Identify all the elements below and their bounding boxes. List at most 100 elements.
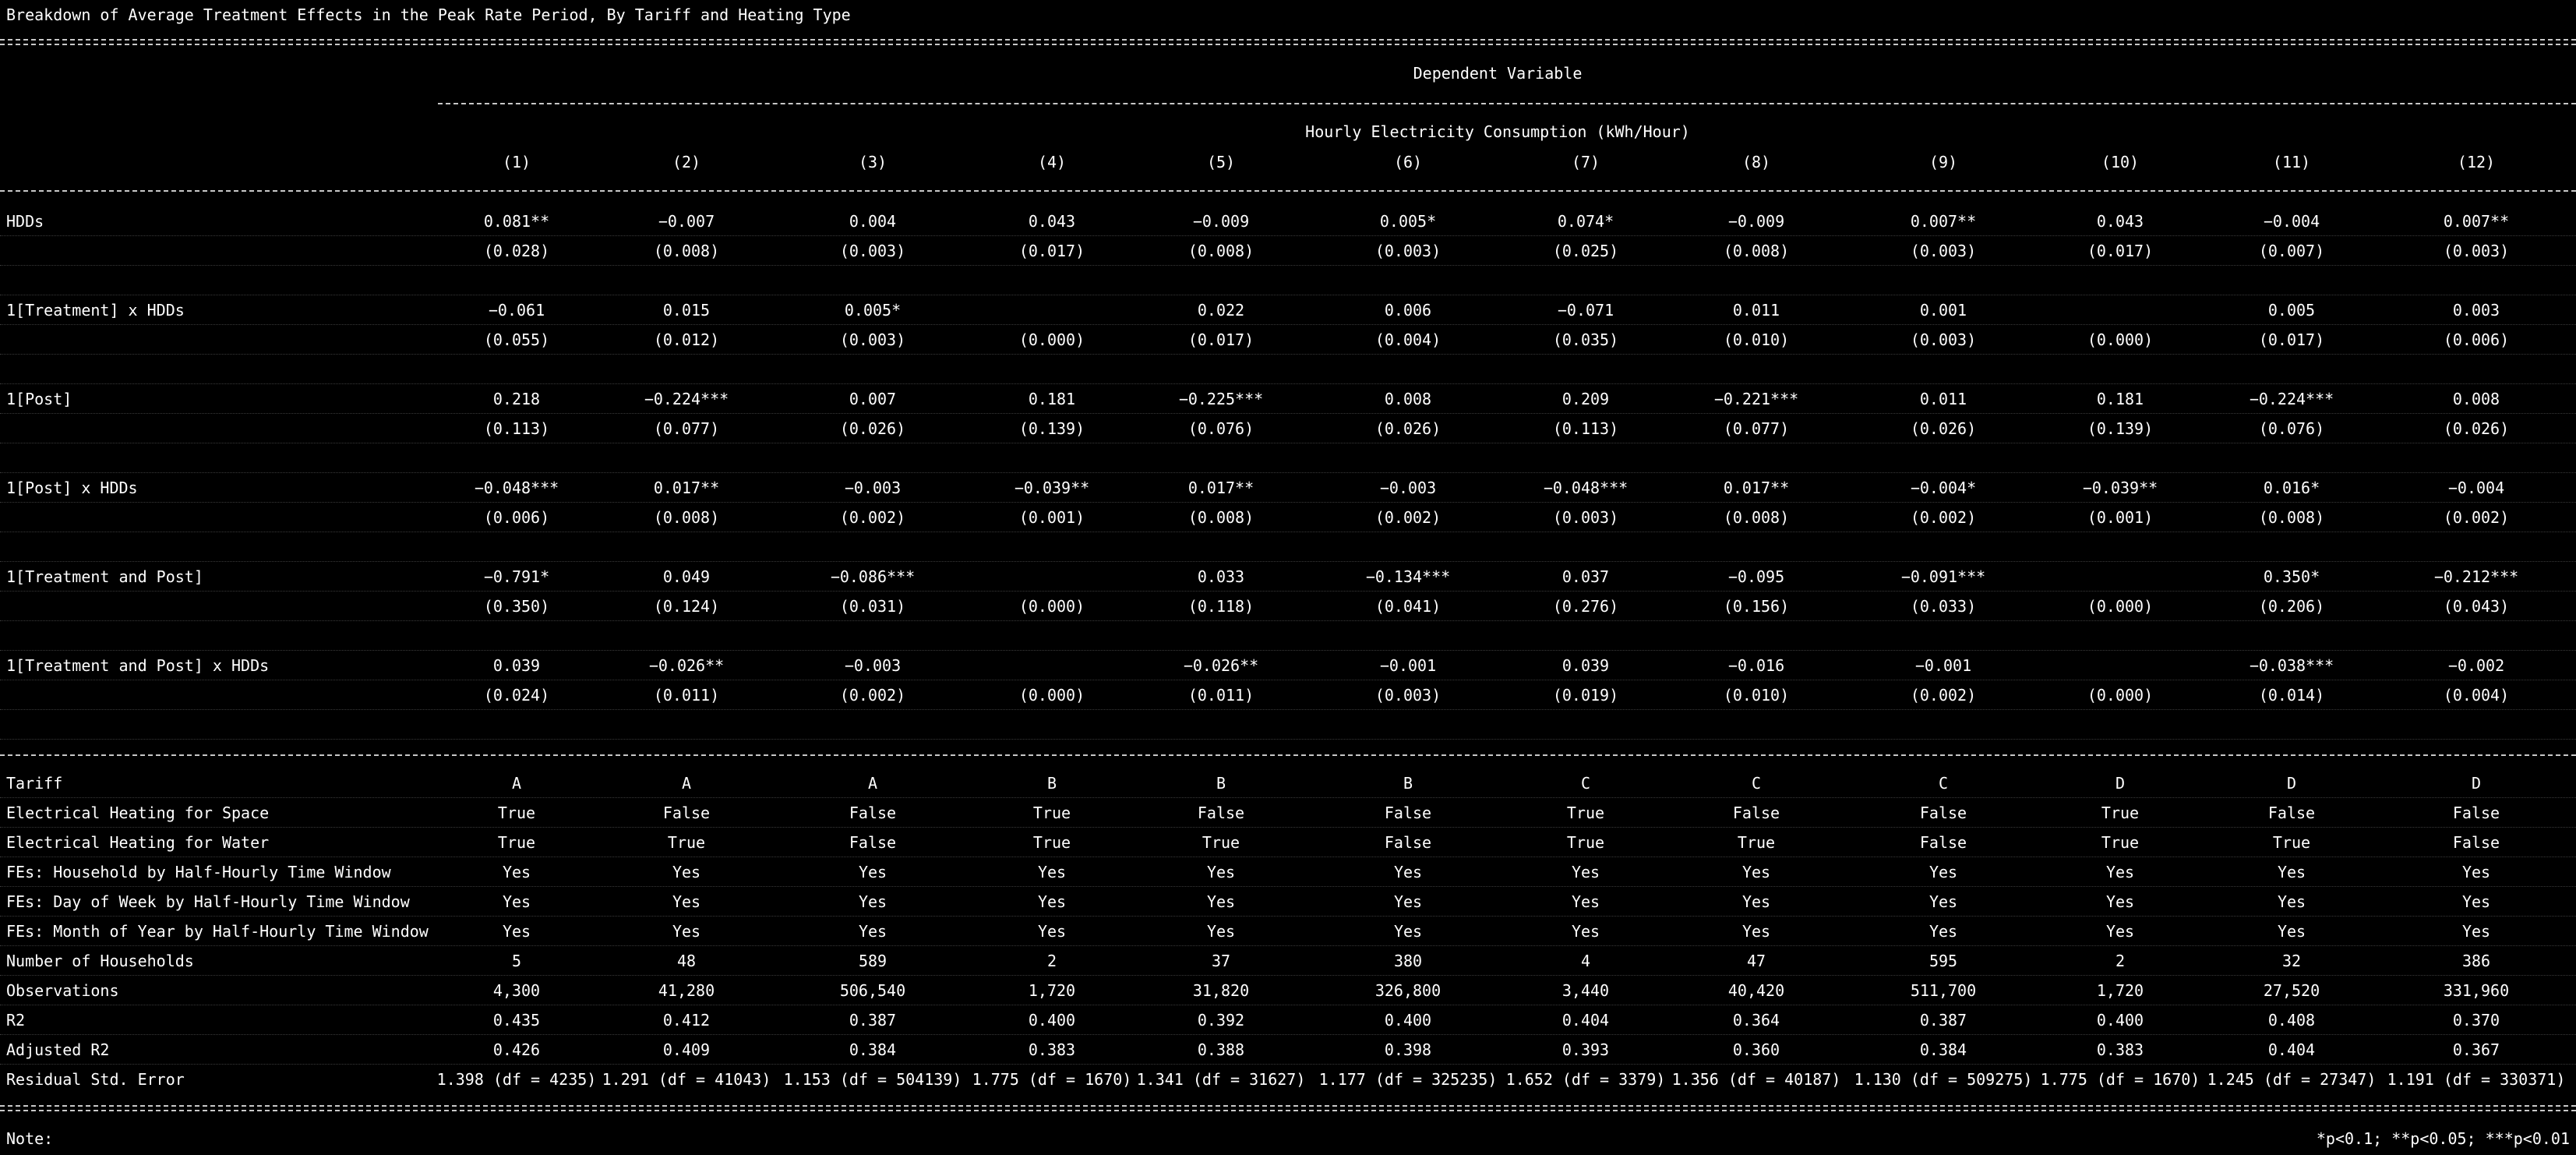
summary-row-label: FEs: Month of Year by Half-Hourly Time W…: [6, 922, 429, 941]
coefficient-value: 0.043: [2096, 212, 2144, 231]
standard-error-value: (0.003): [1552, 508, 1619, 527]
standard-error-value: (0.003): [1910, 242, 1977, 260]
summary-row-value: 1.775 (df = 1670): [972, 1070, 1132, 1089]
summary-row-value: 0.408: [2267, 1011, 2316, 1030]
summary-row-value: Yes: [2105, 863, 2135, 881]
standard-error-value: (0.139): [2087, 419, 2154, 438]
summary-row-value: 0.398: [1384, 1040, 1432, 1059]
dependent-variable-underline: [438, 103, 2576, 104]
column-header: (5): [1206, 153, 1236, 171]
dependent-variable-name: Hourly Electricity Consumption (kWh/Hour…: [1305, 122, 1690, 141]
standard-error-value: (0.011): [653, 686, 720, 705]
standard-error-value: (0.035): [1552, 330, 1619, 349]
row-separator: [0, 591, 2576, 592]
coefficient-value: 0.007: [849, 390, 897, 408]
summary-row-value: 0.393: [1561, 1040, 1610, 1059]
coefficient-value: 0.017**: [653, 479, 720, 497]
standard-error-value: (0.139): [1018, 419, 1085, 438]
summary-row-value: 511,700: [1910, 981, 1977, 1000]
standard-error-value: (0.003): [1374, 686, 1442, 705]
summary-row-value: 589: [858, 952, 887, 970]
summary-row-value: 1.341 (df = 31627): [1136, 1070, 1306, 1089]
summary-row-value: False: [849, 804, 897, 822]
summary-row-value: 0.409: [662, 1040, 711, 1059]
summary-row-value: Yes: [858, 922, 887, 941]
coefficient-value: 0.016*: [2263, 479, 2320, 497]
table-title: Breakdown of Average Treatment Effects i…: [6, 5, 851, 24]
standard-error-value: (0.003): [2443, 242, 2510, 260]
summary-row-value: 1.153 (df = 504139): [783, 1070, 962, 1089]
coefficient-value: 0.022: [1197, 301, 1245, 320]
summary-row-value: 32: [2281, 952, 2302, 970]
summary-row-value: 4,300: [492, 981, 541, 1000]
coefficient-value: −0.002: [2447, 656, 2505, 675]
summary-row-value: 1.245 (df = 27347): [2207, 1070, 2377, 1089]
coefficient-value: −0.224***: [2249, 390, 2334, 408]
summary-row-value: 0.387: [849, 1011, 897, 1030]
coefficient-label: 1[Treatment and Post] x HDDs: [6, 656, 270, 675]
summary-row-value: 0.360: [1732, 1040, 1780, 1059]
coefficient-value: −0.004*: [1910, 479, 1977, 497]
summary-row-value: 1.652 (df = 3379): [1505, 1070, 1666, 1089]
standard-error-value: (0.008): [653, 242, 720, 260]
summary-row-value: True: [667, 833, 706, 852]
summary-row-value: 0.404: [2267, 1040, 2316, 1059]
summary-row-value: 0.383: [1028, 1040, 1076, 1059]
top-double-rule: [0, 39, 2576, 45]
standard-error-value: (0.012): [653, 330, 720, 349]
coefficient-value: 0.001: [1919, 301, 1967, 320]
summary-row-value: Yes: [1206, 892, 1236, 911]
summary-row-value: Yes: [858, 863, 887, 881]
standard-error-value: (0.000): [2087, 686, 2154, 705]
summary-row-value: False: [2452, 804, 2500, 822]
coefficient-label: 1[Post] x HDDs: [6, 479, 138, 497]
standard-error-value: (0.010): [1723, 686, 1790, 705]
column-header: (3): [858, 153, 887, 171]
row-separator: [0, 413, 2576, 414]
standard-error-value: (0.076): [1187, 419, 1254, 438]
coefficient-value: 0.011: [1919, 390, 1967, 408]
summary-row-value: B: [1216, 774, 1226, 793]
coefficient-value: −0.003: [1379, 479, 1437, 497]
summary-row-value: 0.404: [1561, 1011, 1610, 1030]
summary-row-value: 326,800: [1374, 981, 1442, 1000]
summary-row-value: 1.356 (df = 40187): [1671, 1070, 1841, 1089]
coefficient-value: −0.007: [658, 212, 715, 231]
summary-row-value: True: [1202, 833, 1240, 852]
column-header: (8): [1741, 153, 1771, 171]
summary-row-value: True: [497, 804, 536, 822]
summary-row-value: Yes: [1571, 892, 1600, 911]
row-separator: [0, 502, 2576, 503]
coefficient-value: 0.043: [1028, 212, 1076, 231]
summary-row-value: False: [2267, 804, 2316, 822]
coefficient-value: 0.181: [2096, 390, 2144, 408]
coefficient-value: −0.221***: [1713, 390, 1799, 408]
summary-row-value: Yes: [2277, 922, 2306, 941]
standard-error-value: (0.008): [1187, 242, 1254, 260]
coefficient-value: 0.033: [1197, 567, 1245, 586]
coefficient-value: −0.061: [488, 301, 545, 320]
coefficient-value: 0.074*: [1557, 212, 1614, 231]
summary-row-value: Yes: [2277, 863, 2306, 881]
coefficient-value: 0.007**: [1910, 212, 1977, 231]
summary-row-value: 0.384: [1919, 1040, 1967, 1059]
coefficient-value: 0.081**: [483, 212, 550, 231]
summary-row-value: 37: [1211, 952, 1231, 970]
standard-error-value: (0.017): [2258, 330, 2325, 349]
coefficient-value: −0.004: [2263, 212, 2320, 231]
summary-row-value: D: [2471, 774, 2482, 793]
standard-error-value: (0.000): [1018, 330, 1085, 349]
coefficient-value: 0.003: [2452, 301, 2500, 320]
summary-row-value: 1.775 (df = 1670): [2040, 1070, 2200, 1089]
summary-row-value: C: [1938, 774, 1949, 793]
summary-row-label: R2: [6, 1011, 26, 1030]
standard-error-value: (0.008): [1723, 508, 1790, 527]
summary-row-value: 331,960: [2443, 981, 2510, 1000]
coefficient-value: −0.001: [1914, 656, 1972, 675]
summary-row-value: 1,720: [1028, 981, 1076, 1000]
summary-row-value: Yes: [2461, 863, 2491, 881]
standard-error-value: (0.002): [1374, 508, 1442, 527]
standard-error-value: (0.024): [483, 686, 550, 705]
row-separator: [0, 709, 2576, 710]
summary-row-value: 0.435: [492, 1011, 541, 1030]
